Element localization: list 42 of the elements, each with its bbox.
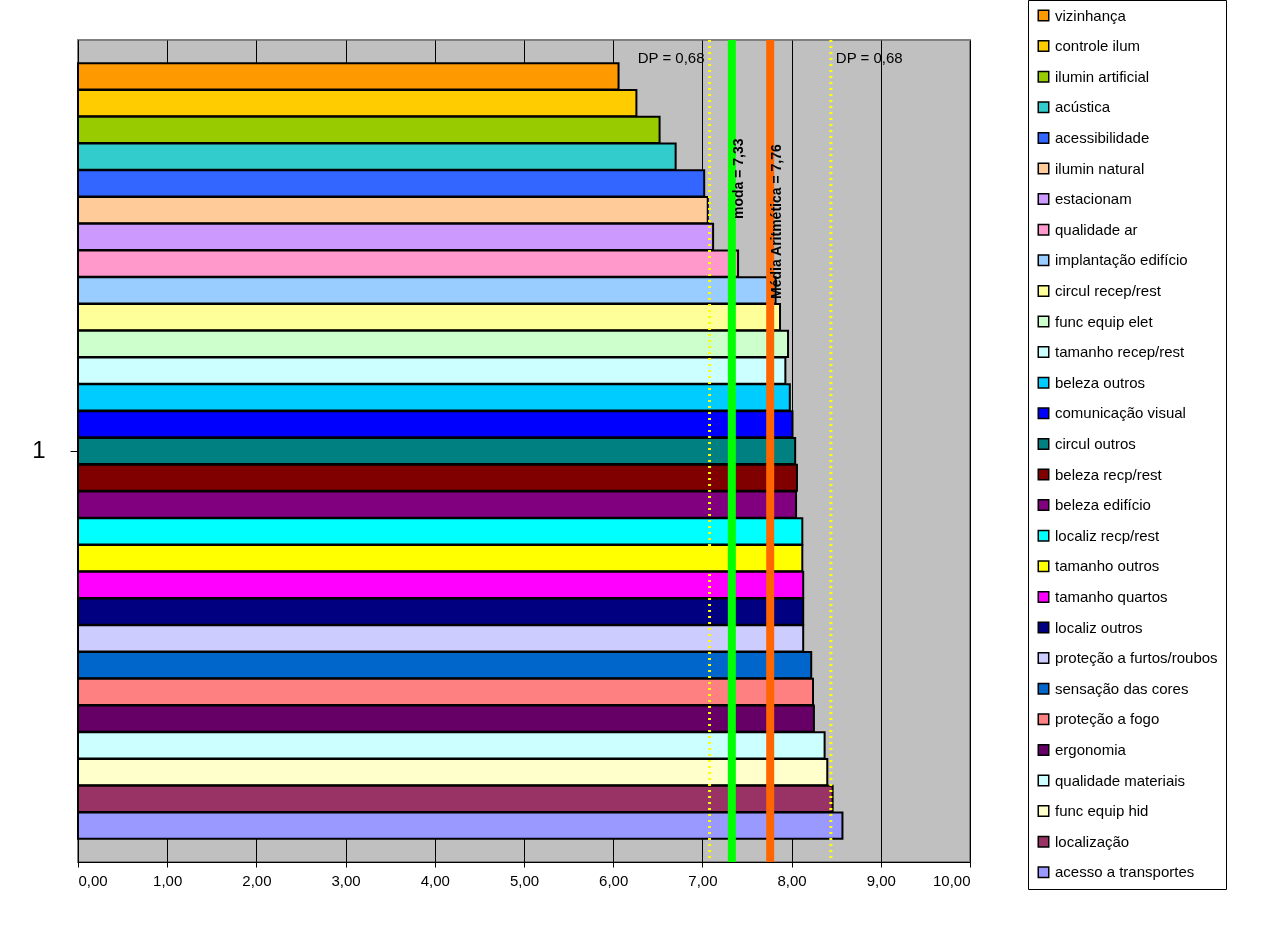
legend-label: estacionam [1055, 190, 1132, 208]
x-tick-label: 7,00 [688, 871, 718, 889]
x-tick-label: 6,00 [599, 871, 629, 889]
x-tick-label: 9,00 [866, 871, 896, 889]
legend-label: ilumin natural [1055, 159, 1145, 177]
legend-label: localização [1055, 832, 1130, 850]
legend-label: acesso a transportes [1055, 863, 1195, 881]
legend-label: acessibilidade [1055, 128, 1150, 146]
legend-label: tamanho recep/rest [1055, 343, 1186, 361]
legend-label: implantação edifício [1055, 251, 1188, 269]
legend-label: beleza outros [1055, 373, 1146, 391]
legend-label: tamanho quartos [1055, 587, 1168, 605]
x-tick-label: 5,00 [509, 871, 540, 889]
legend-label: vizinhança [1055, 6, 1127, 24]
legend-label: proteção a fogo [1055, 710, 1160, 728]
x-tick-label: 1,00 [153, 871, 183, 889]
legend-label: circul recep/rest [1055, 281, 1162, 299]
legend-label: controle ilum [1055, 37, 1141, 55]
legend-label: qualidade ar [1055, 220, 1138, 238]
legend-label: circul outros [1055, 434, 1136, 452]
legend-label: sensação das cores [1055, 679, 1189, 697]
legend-label: proteção a furtos/roubos [1055, 649, 1218, 667]
x-tick-label: 2,00 [242, 871, 272, 889]
ref-line-label: moda = 7,33 [729, 138, 746, 219]
x-tick-label: 0,00 [78, 871, 108, 889]
legend-label: comunicação visual [1055, 404, 1186, 422]
x-tick-label: 3,00 [331, 871, 361, 889]
legend-label: ilumin artificial [1055, 67, 1150, 85]
legend-label: tamanho outros [1055, 557, 1160, 575]
legend-label: func equip elet [1055, 312, 1154, 330]
x-tick-label: 4,00 [420, 871, 450, 889]
legend-label: ergonomia [1055, 740, 1127, 758]
x-tick-label: 10,00 [932, 871, 971, 889]
legend-label: func equip hid [1055, 802, 1149, 820]
legend-label: qualidade materiais [1055, 771, 1186, 789]
y-tick-label: 1 [32, 436, 46, 463]
legend-label: beleza recp/rest [1055, 465, 1163, 483]
legend-label: localiz outros [1055, 618, 1143, 636]
legend-label: acústica [1055, 98, 1111, 116]
x-tick-label: 8,00 [777, 871, 807, 889]
legend-label: beleza edifício [1055, 496, 1151, 514]
legend-label: localiz recp/rest [1055, 526, 1161, 544]
